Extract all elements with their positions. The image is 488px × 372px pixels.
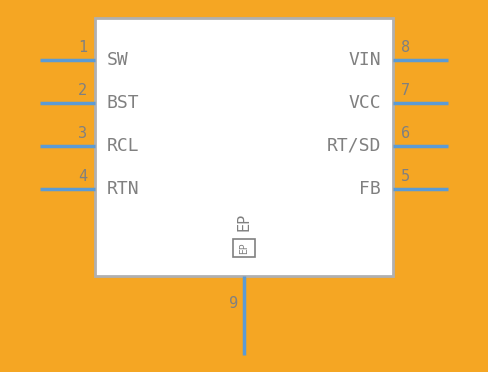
Text: VCC: VCC [348, 94, 381, 112]
Text: EP: EP [237, 213, 251, 231]
Text: 7: 7 [401, 83, 410, 98]
Text: FB: FB [359, 180, 381, 198]
Bar [233, 239, 255, 257]
Text: RT/SD: RT/SD [326, 137, 381, 155]
Text: RTN: RTN [107, 180, 140, 198]
Bar [95, 18, 393, 276]
Text: 3: 3 [78, 126, 87, 141]
Text: 8: 8 [401, 40, 410, 55]
Text: VIN: VIN [348, 51, 381, 69]
Text: EP: EP [239, 242, 249, 254]
Text: 5: 5 [401, 169, 410, 184]
Text: SW: SW [107, 51, 129, 69]
Text: RCL: RCL [107, 137, 140, 155]
Text: 2: 2 [78, 83, 87, 98]
Text: 1: 1 [78, 40, 87, 55]
Text: 9: 9 [229, 296, 238, 311]
Text: BST: BST [107, 94, 140, 112]
Text: 6: 6 [401, 126, 410, 141]
Text: 4: 4 [78, 169, 87, 184]
